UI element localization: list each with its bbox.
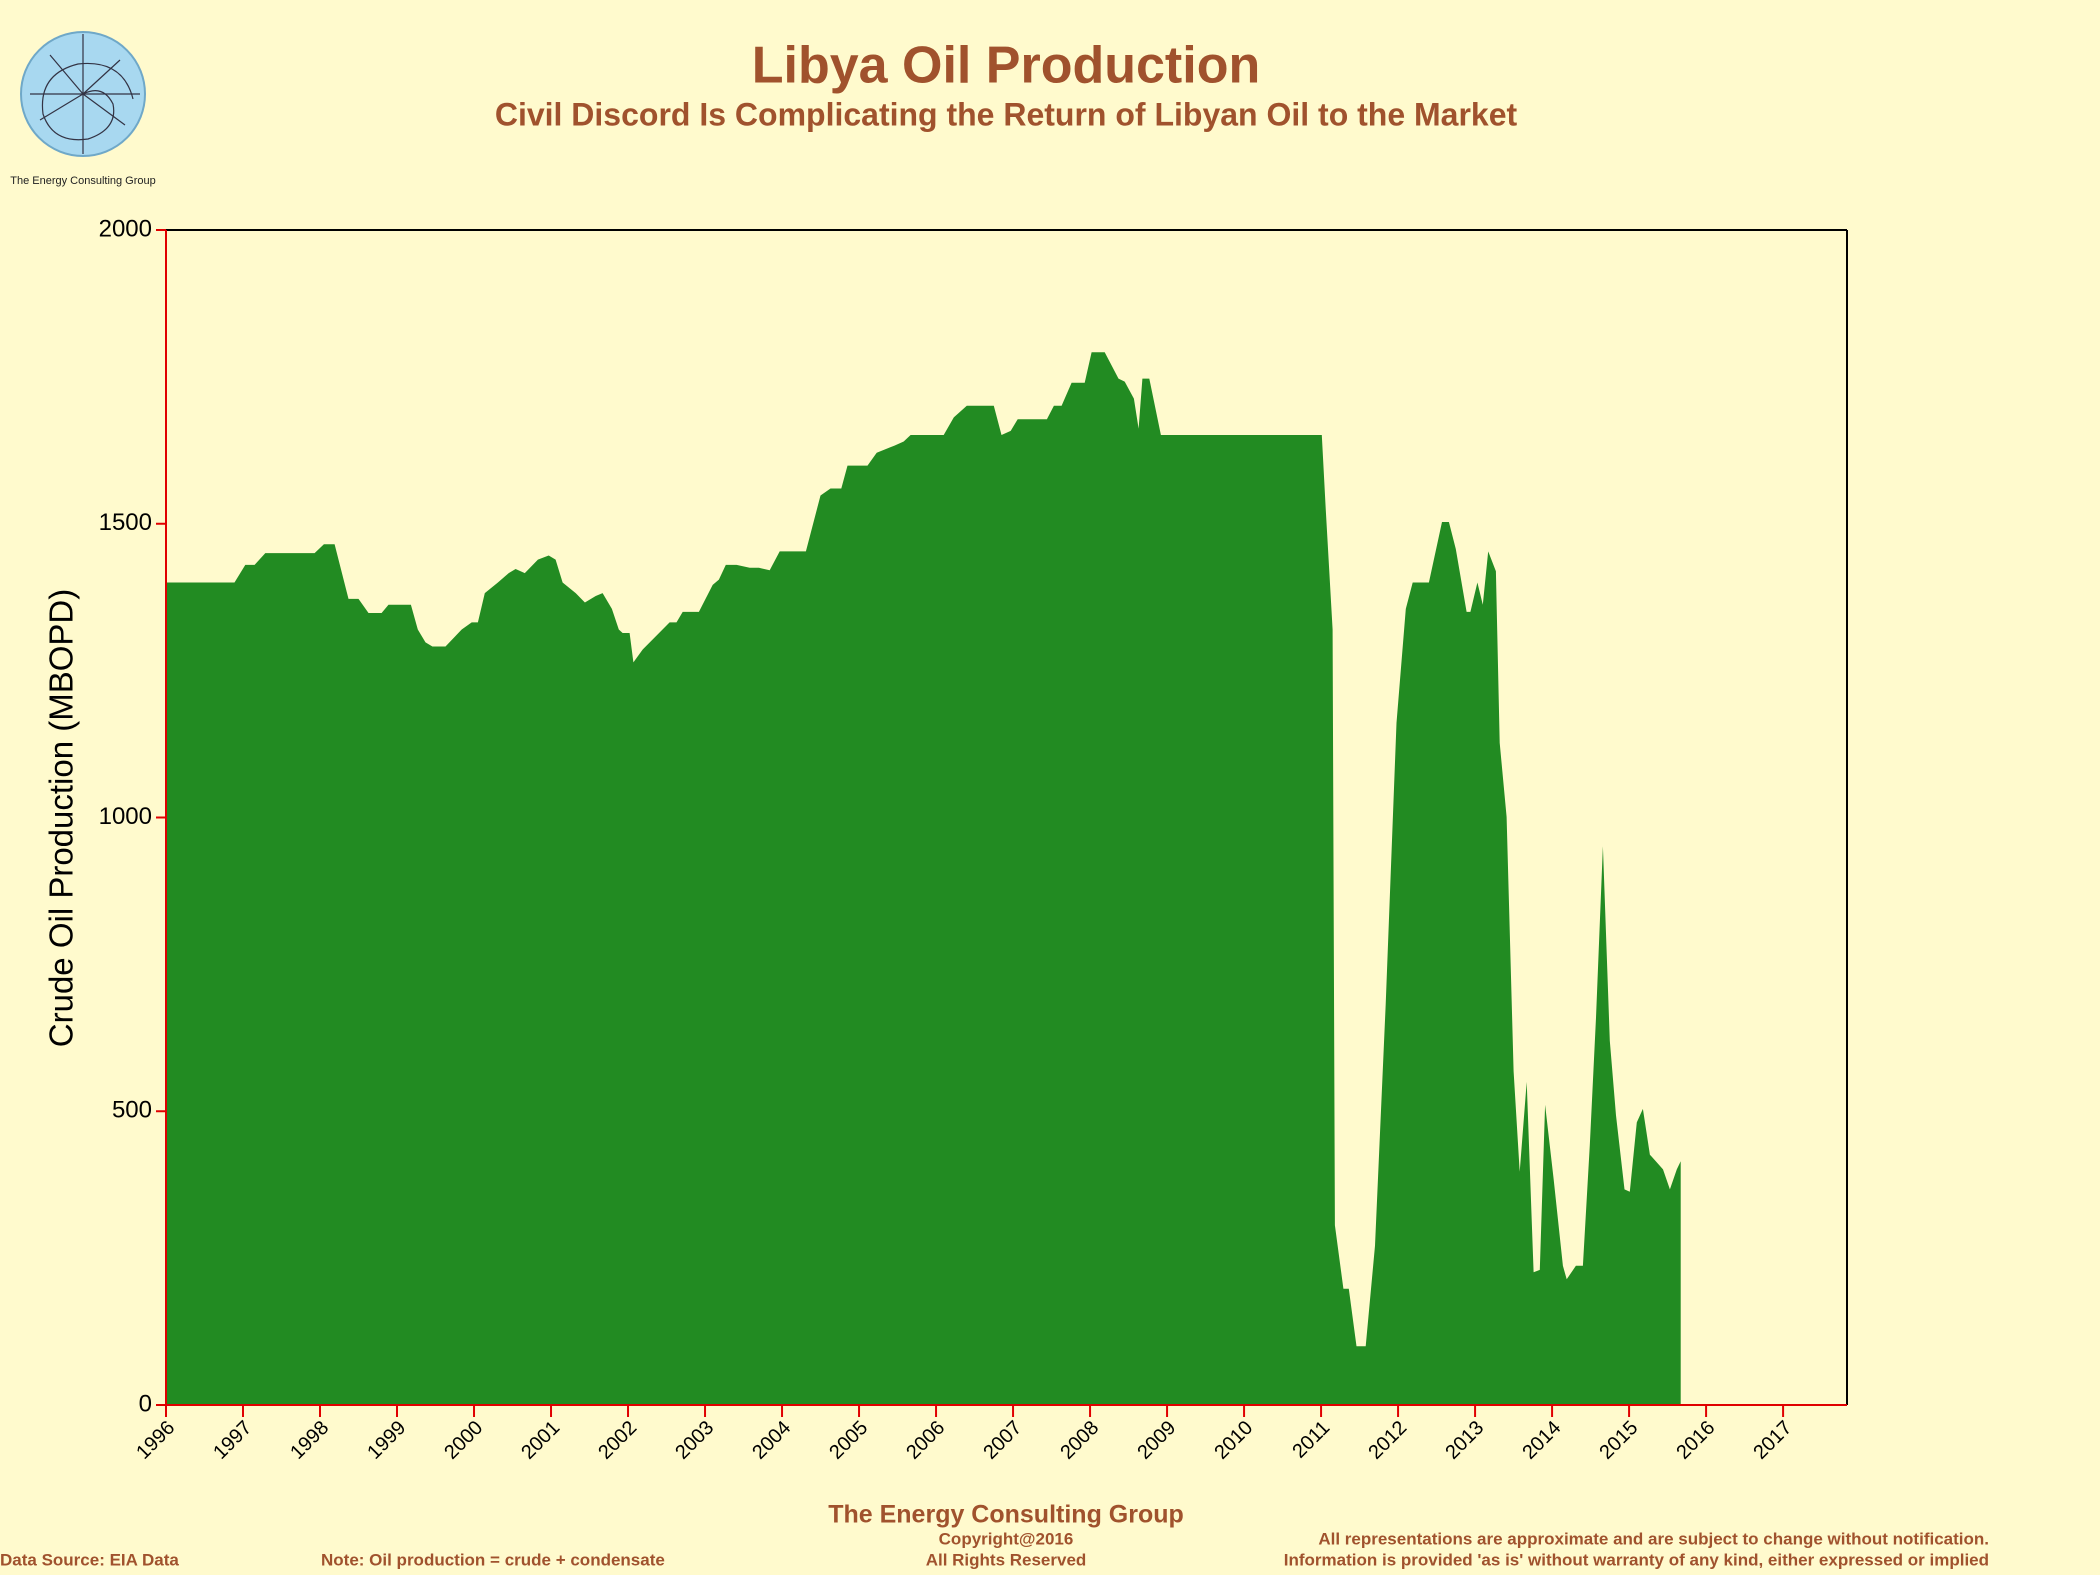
x-tick-label: 2008 [1056, 1417, 1103, 1464]
x-tick-label: 2017 [1749, 1417, 1796, 1464]
x-tick-label: 2012 [1364, 1417, 1411, 1464]
x-tick-label: 2014 [1518, 1417, 1565, 1464]
chart-subtitle: Civil Discord Is Complicating the Return… [495, 96, 1518, 132]
x-tick-label: 2001 [517, 1417, 564, 1464]
copyright: Copyright@2016 [939, 1529, 1074, 1548]
y-tick-label: 0 [139, 1390, 152, 1417]
x-tick-label: 2000 [440, 1417, 487, 1464]
logo-text: The Energy Consulting Group [10, 175, 156, 187]
x-tick-label: 2009 [1133, 1417, 1180, 1464]
rights: All Rights Reserved [926, 1550, 1087, 1569]
footer-company: The Energy Consulting Group [828, 1501, 1184, 1529]
x-tick-label: 1996 [132, 1417, 179, 1464]
x-tick-label: 2016 [1672, 1417, 1719, 1464]
y-tick-label: 1500 [99, 509, 152, 536]
note: Note: Oil production = crude + condensat… [321, 1550, 665, 1569]
logo: The Energy Consulting Group [10, 31, 156, 187]
disclaimer: Information is provided 'as is' without … [1284, 1550, 1989, 1569]
data-source: Data Source: EIA Data [0, 1550, 179, 1569]
x-tick-label: 1999 [363, 1417, 410, 1464]
x-tick-label: 2005 [825, 1417, 872, 1464]
x-tick-label: 2010 [1210, 1417, 1257, 1464]
y-tick-label: 2000 [99, 215, 152, 242]
chart-title: Libya Oil Production [752, 37, 1260, 95]
area [166, 352, 1681, 1406]
x-tick-label: 2006 [902, 1417, 949, 1464]
x-tick-label: 2011 [1288, 1417, 1334, 1463]
x-tick-label: 2013 [1441, 1417, 1488, 1464]
y-tick-label: 500 [112, 1097, 152, 1124]
x-tick-label: 2015 [1595, 1417, 1642, 1464]
x-tick-label: 2002 [594, 1417, 641, 1464]
x-tick-label: 1998 [286, 1417, 333, 1464]
x-tick-label: 2004 [748, 1417, 795, 1464]
x-tick-label: 2003 [671, 1417, 718, 1464]
x-tick-label: 1997 [209, 1417, 256, 1464]
disclaimer: All representations are approximate and … [1318, 1529, 1989, 1548]
y-axis-label: Crude Oil Production (MBOPD) [43, 589, 80, 1047]
x-tick-label: 2007 [979, 1417, 1026, 1464]
y-tick-label: 1000 [99, 803, 152, 830]
